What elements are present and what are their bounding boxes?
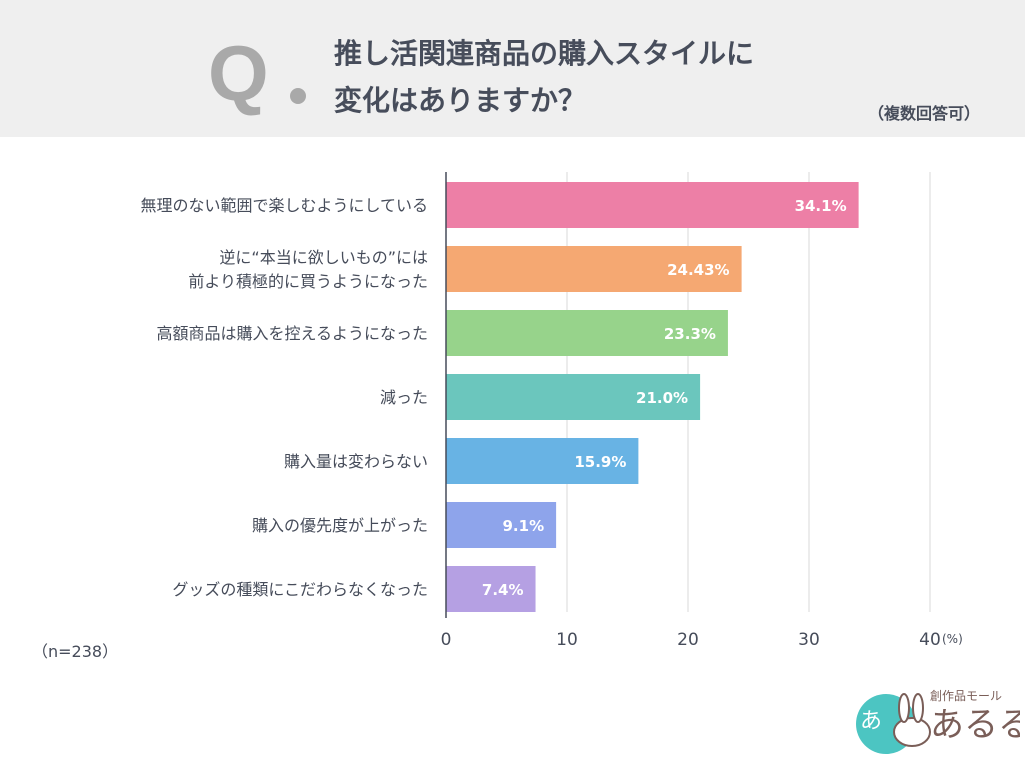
bar: [446, 310, 728, 356]
svg-text:あ: あ: [860, 709, 882, 734]
category-label: 減った: [380, 388, 428, 407]
category-label: 逆に“本当に欲しいもの”には: [219, 248, 428, 267]
bar: [446, 502, 557, 548]
bar: [446, 182, 859, 228]
category-label: 無理のない範囲で楽しむようにしている: [140, 196, 428, 215]
bar: [446, 566, 536, 612]
x-tick-label: 10: [556, 630, 578, 650]
category-label: 前より積極的に買うようになった: [188, 272, 428, 291]
data-label: 9.1%: [503, 517, 545, 535]
category-label: グッズの種類にこだわらなくなった: [172, 580, 428, 599]
sample-size: （n=238）: [32, 642, 119, 661]
data-label: 7.4%: [482, 581, 524, 599]
question-title: 推し活関連商品の購入スタイルに 変化はありますか？: [334, 30, 754, 124]
category-label: 高額商品は購入を控えるようになった: [156, 324, 428, 343]
data-label: 15.9%: [574, 453, 626, 471]
question-header: Q 推し活関連商品の購入スタイルに 変化はありますか？ （複数回答可）: [0, 0, 1025, 137]
logo: あ 創作品モール あるる: [850, 684, 1020, 756]
data-label: 24.43%: [667, 261, 729, 279]
category-label: 購入の優先度が上がった: [252, 516, 428, 535]
data-label: 23.3%: [664, 325, 716, 343]
bar: [446, 374, 701, 420]
q-dot: [290, 88, 306, 104]
title-line-2: 変化はありますか？: [334, 84, 587, 117]
q-mark: Q: [208, 29, 269, 117]
data-label: 34.1%: [795, 197, 847, 215]
bar: [446, 438, 639, 484]
x-tick-label: 20: [677, 630, 699, 650]
x-tick-label: 0: [441, 630, 452, 650]
bar: [446, 246, 742, 292]
logo-tagline: 創作品モール: [930, 689, 1002, 703]
x-tick-label: 30: [798, 630, 820, 650]
x-unit-label: (%): [942, 632, 963, 646]
category-label: 購入量は変わらない: [284, 452, 428, 471]
logo-name: あるる: [930, 705, 1020, 745]
bar-chart: 0 10 20 30 40 (%) 34.1% 無理のない範囲で楽しむようにしている 24.43…: [140, 172, 963, 650]
rabbit-logo-icon: あ 創作品モール あるる: [856, 689, 1020, 754]
multiple-answer-note: （複数回答可）: [867, 104, 980, 123]
data-label: 21.0%: [636, 389, 688, 407]
x-tick-label: 40: [919, 630, 941, 650]
title-line-1: 推し活関連商品の購入スタイルに: [334, 37, 755, 70]
